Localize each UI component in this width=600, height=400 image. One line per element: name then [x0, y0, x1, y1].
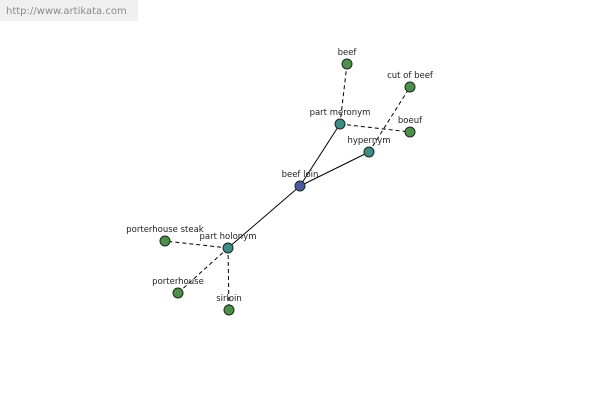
edge	[339, 123, 411, 133]
edge	[339, 63, 348, 125]
edge	[299, 123, 341, 187]
node[interactable]	[363, 146, 375, 158]
node-label[interactable]: beef loin	[282, 170, 319, 180]
node-label[interactable]: beef	[338, 48, 358, 58]
node-label[interactable]: part meronym	[310, 108, 371, 118]
edge	[177, 247, 229, 294]
nodes: beef loin part meronym hypernym part holony…	[126, 48, 434, 316]
node-label[interactable]: boeuf	[398, 116, 423, 126]
node-label[interactable]: part holonym	[200, 232, 257, 242]
edge	[368, 86, 411, 153]
url-banner	[0, 0, 138, 21]
node-label[interactable]: porterhouse steak	[126, 225, 204, 235]
edge	[164, 240, 229, 249]
node[interactable]	[294, 180, 306, 192]
node-label[interactable]: sirloin	[216, 294, 242, 304]
node[interactable]	[222, 242, 234, 254]
edge	[227, 185, 301, 249]
edge	[227, 247, 230, 311]
node-label[interactable]: hypernym	[347, 136, 390, 146]
node-label[interactable]: cut of beef	[387, 71, 434, 81]
edge	[299, 151, 370, 187]
node[interactable]	[159, 235, 171, 247]
node[interactable]	[404, 126, 416, 138]
node-label[interactable]: porterhouse	[152, 277, 204, 287]
node[interactable]	[404, 81, 416, 93]
edges	[164, 63, 411, 311]
node[interactable]	[223, 304, 235, 316]
node[interactable]	[341, 58, 353, 70]
node[interactable]	[334, 118, 346, 130]
url-text[interactable]: http://www.artikata.com	[6, 6, 127, 17]
node[interactable]	[172, 287, 184, 299]
